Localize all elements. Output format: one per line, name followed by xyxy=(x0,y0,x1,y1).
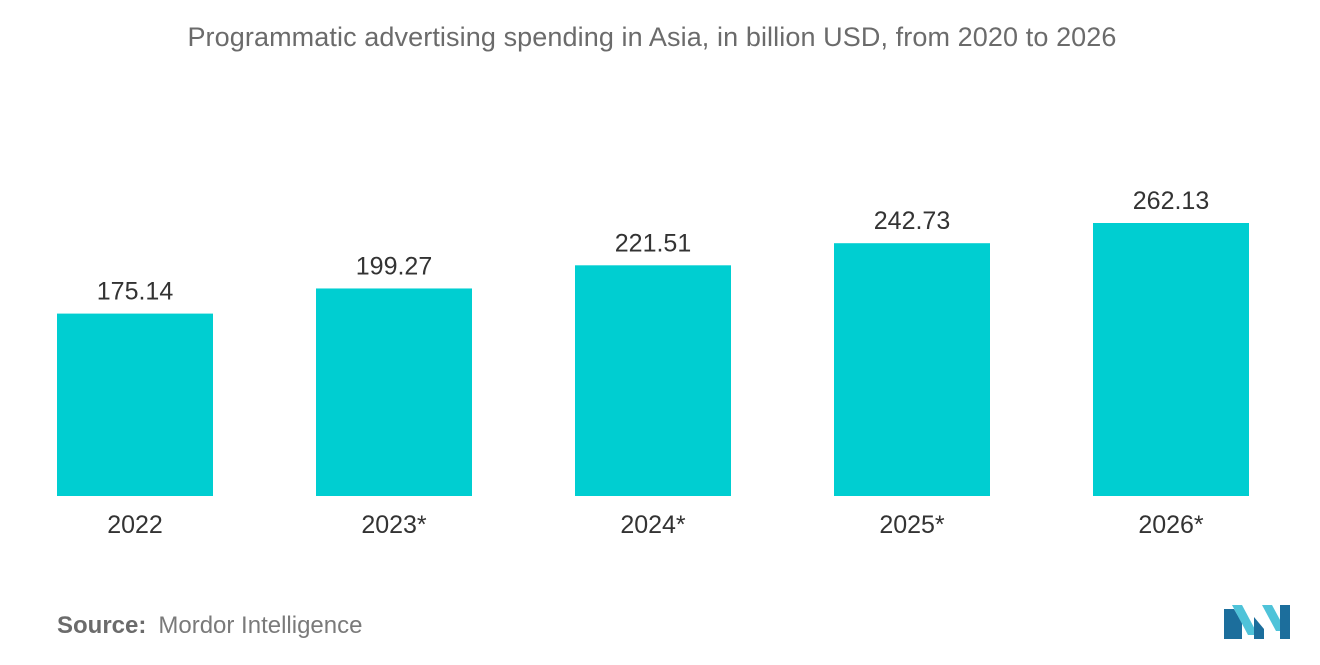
value-label: 242.73 xyxy=(874,207,950,235)
value-label: 262.13 xyxy=(1133,187,1209,215)
value-label: 221.51 xyxy=(615,229,691,257)
bar-2022 xyxy=(57,313,213,496)
bar-2023 xyxy=(316,288,472,496)
source-text: Mordor Intelligence xyxy=(158,612,363,639)
value-label: 175.14 xyxy=(97,278,174,306)
x-tick-label: 2026* xyxy=(1138,511,1204,539)
logo-right-post xyxy=(1280,605,1290,639)
bar-2024 xyxy=(575,265,731,496)
x-tick-label: 2024* xyxy=(620,511,686,539)
logo-right-shape xyxy=(1254,617,1264,639)
logo-left-slash xyxy=(1232,605,1258,635)
source-label: Source: xyxy=(57,612,147,639)
x-tick-label: 2025* xyxy=(879,511,945,539)
value-label: 199.27 xyxy=(356,252,432,280)
x-tick-label: 2022 xyxy=(107,511,163,539)
bar-2026 xyxy=(1093,223,1249,496)
mordor-intelligence-logo xyxy=(1224,605,1290,639)
source-note: Source: Mordor Intelligence xyxy=(57,612,362,640)
chart-title: Programmatic advertising spending in Asi… xyxy=(187,22,1117,52)
x-tick-label: 2023* xyxy=(361,511,427,539)
logo-left-shape xyxy=(1224,609,1242,639)
bar-2025 xyxy=(834,243,990,496)
